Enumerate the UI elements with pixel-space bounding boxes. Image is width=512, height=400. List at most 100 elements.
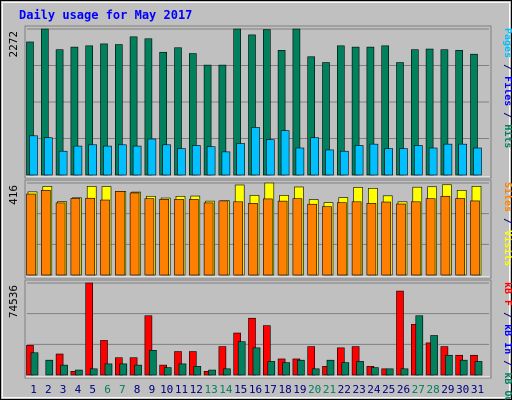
bar-pages-day-23 bbox=[354, 145, 364, 176]
bar-sites-day-20 bbox=[307, 203, 318, 276]
bar-sites-day-23 bbox=[351, 201, 362, 276]
panel-hits-files-pages: 2272 Pages / Files / Hits bbox=[7, 25, 512, 179]
legend: Sites / Visits bbox=[502, 182, 512, 266]
day-label-20: 20 bbox=[308, 383, 321, 396]
bar-sites-day-19 bbox=[292, 198, 303, 276]
bar-pages-day-19 bbox=[295, 147, 305, 176]
bar-pages-day-13 bbox=[206, 146, 216, 176]
bar-pages-day-16 bbox=[251, 127, 260, 176]
day-label-30: 30 bbox=[456, 383, 469, 396]
bar-pages-day-1 bbox=[29, 135, 38, 176]
bar-pages-day-27 bbox=[413, 145, 423, 176]
bar-sites-day-5 bbox=[85, 197, 95, 276]
bar-kbout-day-8 bbox=[134, 364, 142, 376]
legend-separator: / bbox=[502, 58, 512, 76]
bar-kbout-day-21 bbox=[326, 359, 335, 376]
chart-title: Daily usage for May 2017 bbox=[19, 8, 192, 22]
bar-kbout-day-7 bbox=[119, 363, 128, 376]
legend: kB F / kB In / kB Out bbox=[502, 282, 512, 400]
bar-sites-day-25 bbox=[381, 201, 392, 276]
bar-sites-day-7 bbox=[115, 191, 125, 276]
bar-kbout-day-18 bbox=[282, 362, 290, 376]
day-label-5: 5 bbox=[89, 383, 96, 396]
bar-kbout-day-14 bbox=[223, 368, 231, 376]
bar-kbout-day-12 bbox=[193, 366, 202, 376]
day-label-29: 29 bbox=[441, 383, 454, 396]
bar-kbout-day-6 bbox=[104, 363, 113, 376]
bar-sites-day-26 bbox=[396, 203, 406, 276]
bar-pages-day-6 bbox=[103, 145, 112, 176]
day-label-27: 27 bbox=[412, 383, 425, 396]
bar-kbf-day-22 bbox=[336, 347, 345, 376]
bar-sites-day-10 bbox=[159, 199, 169, 276]
bar-sites-day-15 bbox=[233, 201, 243, 276]
y-max-label: 416 bbox=[7, 185, 20, 205]
bar-pages-day-11 bbox=[177, 148, 186, 176]
legend-separator: / bbox=[502, 354, 512, 372]
bar-pages-day-18 bbox=[280, 130, 290, 176]
bar-kbout-day-17 bbox=[267, 361, 276, 376]
bar-kbout-day-16 bbox=[252, 347, 261, 376]
day-label-12: 12 bbox=[190, 383, 203, 396]
bar-sites-day-3 bbox=[55, 202, 66, 276]
bar-kbf-day-11 bbox=[174, 351, 182, 376]
bar-pages-day-25 bbox=[384, 148, 394, 176]
bar-kbout-day-5 bbox=[89, 368, 98, 376]
bar-kbf-day-9 bbox=[144, 315, 153, 376]
bar-sites-day-2 bbox=[40, 189, 51, 276]
bar-pages-day-9 bbox=[147, 138, 157, 176]
legend-kb-f: kB F bbox=[502, 282, 512, 306]
bar-pages-day-17 bbox=[265, 139, 275, 176]
day-label-3: 3 bbox=[60, 383, 67, 396]
bar-sites-day-6 bbox=[100, 199, 110, 276]
bar-pages-day-29 bbox=[443, 143, 453, 176]
day-label-10: 10 bbox=[160, 383, 173, 396]
bar-kbout-day-23 bbox=[356, 361, 364, 376]
legend-separator: / bbox=[502, 212, 512, 230]
bar-kbout-day-15 bbox=[237, 341, 246, 376]
day-label-17: 17 bbox=[264, 383, 277, 396]
bar-sites-day-30 bbox=[455, 198, 466, 276]
day-label-23: 23 bbox=[352, 383, 365, 396]
day-label-13: 13 bbox=[204, 383, 217, 396]
bar-kbf-day-17 bbox=[262, 325, 271, 376]
bar-kbout-day-1 bbox=[30, 352, 39, 376]
bar-kbout-day-31 bbox=[474, 361, 483, 376]
bar-sites-day-1 bbox=[26, 193, 36, 276]
bar-pages-day-8 bbox=[132, 145, 142, 176]
bar-kbf-day-3 bbox=[55, 353, 64, 376]
bar-kbout-day-11 bbox=[178, 363, 187, 376]
bar-sites-day-27 bbox=[410, 201, 421, 276]
day-label-28: 28 bbox=[426, 383, 439, 396]
day-label-18: 18 bbox=[278, 383, 291, 396]
bar-kbout-day-25 bbox=[385, 368, 394, 376]
bar-sites-day-29 bbox=[440, 195, 451, 276]
bar-sites-day-22 bbox=[336, 202, 347, 276]
bar-sites-day-9 bbox=[144, 198, 155, 276]
legend-visits: Visits bbox=[502, 230, 512, 266]
bar-kbf-day-5 bbox=[85, 282, 93, 376]
y-max-label: 2272 bbox=[7, 31, 20, 58]
bar-sites-day-21 bbox=[322, 206, 332, 276]
bar-kbf-day-12 bbox=[189, 351, 197, 376]
panel-kbytes: 74536 kB F / kB In / kB Out bbox=[7, 279, 512, 400]
bar-sites-day-17 bbox=[262, 198, 273, 276]
day-label-9: 9 bbox=[149, 383, 156, 396]
bar-sites-day-14 bbox=[218, 200, 229, 276]
bar-kbout-day-10 bbox=[163, 367, 172, 376]
legend-separator: / bbox=[502, 306, 512, 324]
bar-sites-day-13 bbox=[203, 202, 214, 276]
bar-pages-day-21 bbox=[325, 149, 334, 176]
legend-sites: Sites bbox=[502, 182, 512, 212]
bar-pages-day-12 bbox=[192, 145, 201, 176]
bar-kbout-day-26 bbox=[400, 368, 409, 376]
bar-pages-day-15 bbox=[236, 143, 245, 176]
bar-sites-day-28 bbox=[425, 198, 436, 276]
day-label-4: 4 bbox=[75, 383, 82, 396]
day-label-24: 24 bbox=[367, 383, 381, 396]
bar-pages-day-31 bbox=[473, 147, 482, 176]
day-label-8: 8 bbox=[134, 383, 141, 396]
bar-kbf-day-14 bbox=[218, 346, 227, 376]
